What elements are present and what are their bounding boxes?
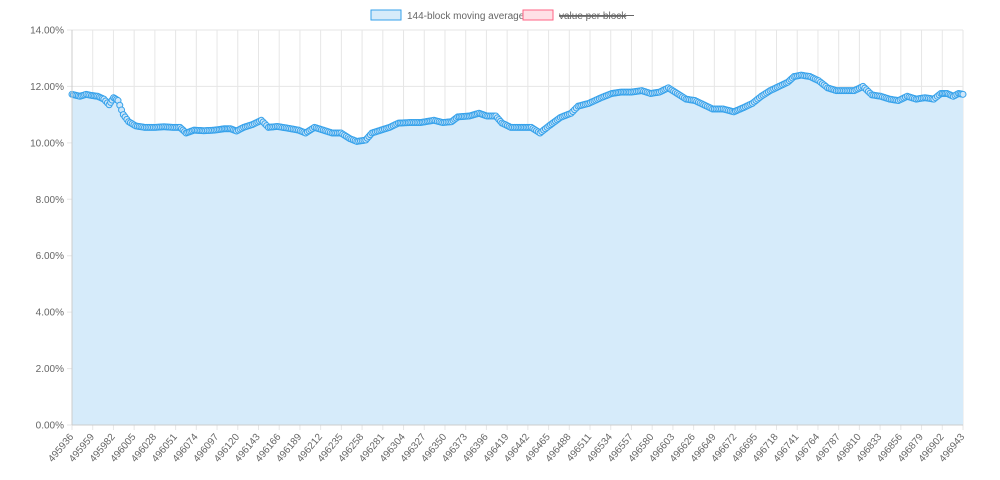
series-points-1 xyxy=(68,71,967,145)
y-tick-label-3: 6.00% xyxy=(36,251,64,262)
y-tick-label-5: 10.00% xyxy=(30,138,64,149)
series-area-1 xyxy=(72,75,963,425)
y-tick-label-0: 0.00% xyxy=(36,421,64,432)
legend-label-1[interactable]: 144-block moving average xyxy=(407,11,525,22)
legend: 144-block moving average value per block xyxy=(370,9,634,22)
legend-swatch-2[interactable] xyxy=(522,9,554,21)
series-layer xyxy=(68,71,967,425)
y-tick-label-7: 14.00% xyxy=(30,26,64,37)
y-tick-label-2: 4.00% xyxy=(36,308,64,319)
data-point[interactable] xyxy=(959,90,967,98)
y-tick-label-1: 2.00% xyxy=(36,364,64,375)
legend-label-2[interactable]: value per block xyxy=(559,11,627,22)
y-tick-label-6: 12.00% xyxy=(30,82,64,93)
y-tick-label-4: 8.00% xyxy=(36,195,64,206)
legend-swatch-1[interactable] xyxy=(370,9,402,21)
